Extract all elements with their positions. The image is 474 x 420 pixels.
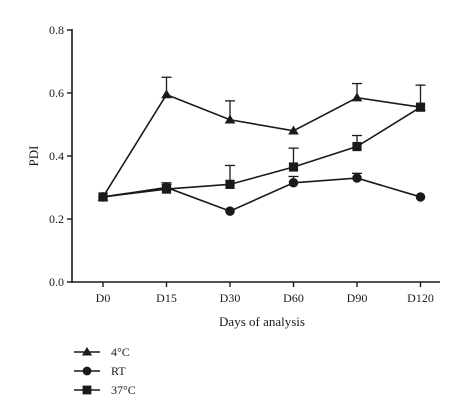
x-tick-label: D15 — [156, 291, 177, 305]
square-marker — [161, 184, 172, 194]
square-marker — [288, 162, 299, 172]
legend-item: RT — [74, 364, 126, 378]
circle-marker — [352, 173, 362, 183]
series-circle — [98, 172, 426, 216]
square-marker — [82, 385, 92, 395]
series-square — [98, 84, 426, 202]
legend-label: 4°C — [111, 345, 130, 359]
x-tick-label: D0 — [96, 291, 111, 305]
circle-marker — [288, 178, 299, 188]
triangle-marker — [351, 92, 363, 102]
circle-marker — [415, 192, 426, 202]
y-axis-title: PDI — [26, 146, 41, 167]
series-layer — [97, 76, 426, 216]
y-tick-label: 0.6 — [49, 86, 64, 100]
square-marker — [352, 141, 362, 152]
circle-marker — [225, 206, 235, 216]
triangle-marker — [81, 346, 93, 356]
x-tick-label: D90 — [347, 291, 368, 305]
x-tick-label: D60 — [283, 291, 304, 305]
x-axis-title: Days of analysis — [219, 314, 305, 329]
y-tick-label: 0.2 — [49, 212, 64, 226]
legend-item: 4°C — [74, 345, 130, 359]
triangle-marker — [224, 114, 236, 124]
series-line — [102, 93, 421, 198]
x-tick-label: D30 — [220, 291, 241, 305]
legend-label: RT — [111, 364, 126, 378]
circle-marker — [82, 366, 92, 376]
series-triangle — [97, 76, 426, 201]
triangle-marker — [161, 89, 172, 99]
series-line — [102, 106, 421, 198]
x-ticks: D0 D15 D30 D60 D90 D120 — [96, 282, 434, 305]
x-tick-label: D120 — [407, 291, 434, 305]
y-tick-label: 0.4 — [49, 149, 64, 163]
triangle-marker — [288, 125, 299, 135]
y-tick-label: 0.8 — [49, 23, 64, 37]
y-ticks: 0.0 0.2 0.4 0.6 0.8 — [49, 23, 72, 289]
series-line — [102, 177, 421, 212]
legend-item: 37°C — [74, 383, 136, 397]
legend: 4°C RT 37°C — [74, 345, 136, 397]
square-marker — [415, 102, 426, 112]
square-marker — [98, 192, 108, 202]
legend-label: 37°C — [111, 383, 136, 397]
axes — [71, 29, 440, 283]
y-tick-label: 0.0 — [49, 275, 64, 289]
square-marker — [225, 179, 235, 189]
